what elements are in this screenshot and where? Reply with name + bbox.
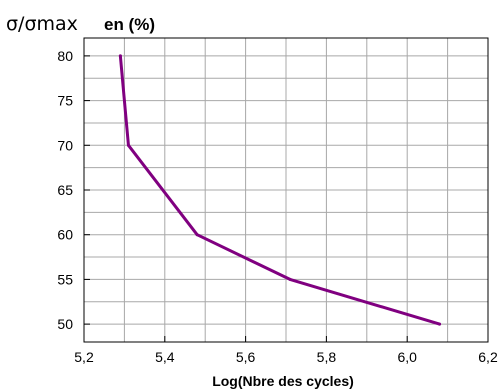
x-tick-label: 6,0: [397, 349, 417, 365]
data-point: [126, 143, 130, 147]
data-point: [438, 322, 442, 326]
y-tick-labels: 50 55 60 65 70 75 80: [57, 48, 73, 332]
y-axis-label: σ/σmax: [6, 13, 78, 35]
x-axis-label: Log(Nbre des cycles): [212, 373, 354, 389]
x-tick-label: 5,8: [317, 349, 337, 365]
x-tick-label: 5,2: [74, 349, 94, 365]
y-tick-label: 60: [57, 227, 73, 243]
y-tick-label: 65: [57, 182, 73, 198]
axis-ticks: [83, 55, 489, 342]
grid: [84, 38, 488, 342]
y-tick-label: 80: [57, 48, 73, 64]
y-tick-label: 55: [57, 271, 73, 287]
y-axis-unit: en (%): [104, 15, 155, 34]
y-tick-label: 70: [57, 137, 73, 153]
data-point: [118, 54, 122, 58]
y-tick-label: 50: [57, 316, 73, 332]
x-tick-label: 5,6: [236, 349, 256, 365]
x-tick-label: 5,4: [155, 349, 175, 365]
data-point: [288, 277, 292, 281]
y-tick-label: 75: [57, 93, 73, 109]
x-tick-labels: 5,2 5,4 5,6 5,8 6,0 6,2: [74, 349, 498, 365]
series-layer: [118, 54, 442, 326]
x-tick-label: 6,2: [478, 349, 498, 365]
data-point: [195, 233, 199, 237]
